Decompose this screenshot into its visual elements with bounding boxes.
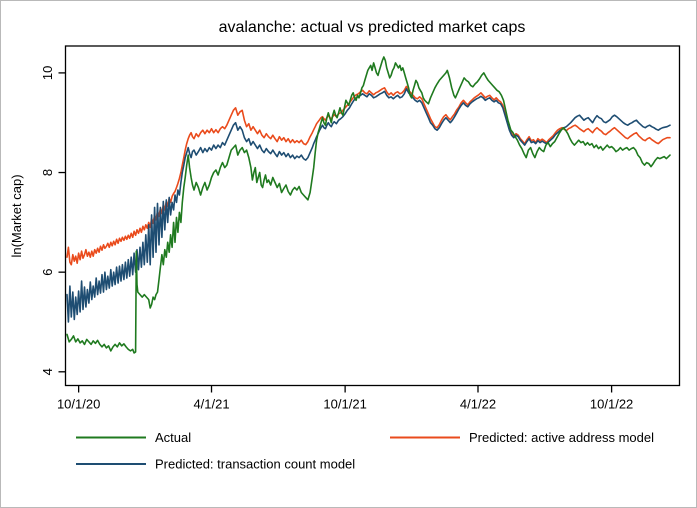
plot-area-border	[64, 45, 681, 387]
y-tick-label-6: 6	[40, 269, 55, 276]
x-axis-ticks: 10/1/20 4/1/21 10/1/21 4/1/22 10/1/22	[57, 385, 633, 412]
y-tick-label-8: 8	[40, 169, 55, 176]
legend-label-transaction-count-model: Predicted: transaction count model	[155, 457, 355, 472]
y-axis-ticks: 4 6 8 10	[40, 66, 66, 375]
legend-label-active-address-model: Predicted: active address model	[469, 430, 654, 445]
series-line-0	[66, 56, 671, 354]
x-tick-label-4: 10/1/22	[590, 397, 633, 412]
x-tick-label-3: 4/1/22	[460, 397, 496, 412]
legend-label-actual: Actual	[155, 430, 191, 445]
x-tick-label-1: 4/1/21	[193, 397, 229, 412]
legend: Actual Predicted: active address model P…	[76, 430, 654, 472]
x-tick-label-0: 10/1/20	[57, 397, 100, 412]
series-line-2	[66, 88, 671, 323]
series-lines	[66, 56, 671, 354]
y-tick-label-10: 10	[40, 66, 55, 80]
series-line-1	[66, 85, 671, 266]
x-tick-label-2: 10/1/21	[323, 397, 366, 412]
chart-title: avalanche: actual vs predicted market ca…	[219, 19, 526, 36]
y-tick-label-4: 4	[40, 368, 55, 375]
y-axis-label: ln(Market cap)	[9, 174, 24, 257]
